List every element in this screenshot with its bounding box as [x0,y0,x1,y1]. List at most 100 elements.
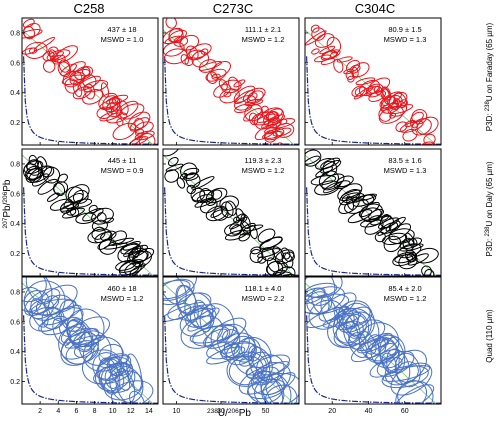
y-tick-label: 0.4 [10,221,20,228]
error-ellipse [260,374,284,404]
error-ellipse [343,68,355,75]
error-ellipse [266,257,280,273]
mswd-annotation: MSWD = 2.2 [242,294,285,303]
error-ellipse [191,50,210,68]
error-ellipse [321,173,345,191]
error-ellipse [112,122,137,141]
error-ellipse [321,50,338,60]
error-ellipse [274,273,297,276]
error-ellipse [117,242,142,263]
x-tick-label: 8 [93,408,97,415]
error-ellipse [311,27,326,41]
error-ellipse [221,343,241,361]
error-ellipse [305,287,326,305]
error-ellipse [54,45,78,63]
error-ellipse [347,209,373,224]
error-ellipse [69,207,80,218]
error-ellipse [100,230,117,241]
x-tick-label: 50 [262,408,270,415]
error-ellipse [22,277,47,303]
error-ellipse [233,336,272,376]
error-ellipse [138,133,156,145]
concordia-curve [164,315,299,404]
error-ellipse [236,213,246,222]
error-ellipse [348,319,386,345]
error-ellipse [22,18,35,28]
error-ellipse [381,365,429,389]
age-annotation: 85.4 ± 2.0 [388,284,421,293]
error-ellipse [220,201,234,218]
error-ellipse [123,245,143,257]
error-ellipse [394,254,414,264]
error-ellipse [87,228,112,244]
error-ellipse [398,253,418,270]
error-ellipse [261,114,285,130]
error-ellipse [187,307,220,332]
error-ellipse [194,197,215,208]
age-annotation: 83.5 ± 1.6 [388,156,421,165]
error-ellipse [383,235,402,253]
error-ellipse [57,173,68,183]
error-ellipse [333,58,344,73]
error-ellipse [24,41,48,59]
error-ellipse [127,250,148,265]
error-ellipse [173,36,189,47]
error-ellipse [308,299,344,330]
y-tick-label: 0.4 [10,90,20,97]
x-tick-label: 14 [145,408,153,415]
column-title: C273C [213,1,253,16]
error-ellipse [192,325,231,347]
error-ellipse [335,321,361,344]
error-ellipse [180,315,224,349]
y-tick-label: 0.2 [10,251,20,258]
error-ellipse [392,251,418,267]
error-ellipse [206,346,246,365]
panel-frame [304,17,442,146]
mswd-annotation: MSWD = 1.2 [242,35,285,44]
error-ellipse [165,163,184,172]
error-ellipse [82,79,109,93]
error-ellipse [163,149,181,157]
panel-frame [21,276,159,405]
error-ellipse [305,293,350,315]
error-ellipse [310,175,337,186]
error-ellipse [97,239,111,250]
age-annotation: 445 ± 11 [108,156,137,165]
error-ellipse [358,330,377,355]
error-ellipse [305,282,338,298]
error-ellipse [399,120,424,133]
error-ellipse [183,167,200,176]
error-ellipse [82,207,104,222]
error-ellipse [96,212,107,223]
error-ellipse [167,156,179,167]
error-ellipse [257,228,276,243]
error-ellipse [28,154,38,166]
error-ellipse [419,141,437,145]
error-ellipse [233,85,256,103]
error-ellipse [183,172,199,181]
error-ellipse [98,366,125,394]
error-ellipse [248,112,259,126]
error-ellipse [380,86,392,102]
mswd-annotation: MSWD = 1.2 [242,166,285,175]
error-ellipse [346,195,355,210]
error-ellipse [305,155,320,165]
error-ellipse [249,225,258,240]
error-ellipse [40,307,84,336]
error-ellipse [393,384,435,404]
mswd-annotation: MSWD = 1.0 [101,35,144,44]
error-ellipse [179,308,215,337]
error-ellipse [240,337,262,362]
error-ellipse [124,262,141,275]
x-tick-label: 4 [56,408,60,415]
mswd-annotation: MSWD = 1.2 [101,294,144,303]
error-ellipse [163,278,195,306]
error-ellipse [411,118,432,136]
x-tick-label: 30 [217,408,225,415]
error-ellipse [65,186,84,204]
panel-frame [21,148,159,277]
error-ellipse [269,118,296,129]
mswd-annotation: MSWD = 1.3 [384,166,427,175]
